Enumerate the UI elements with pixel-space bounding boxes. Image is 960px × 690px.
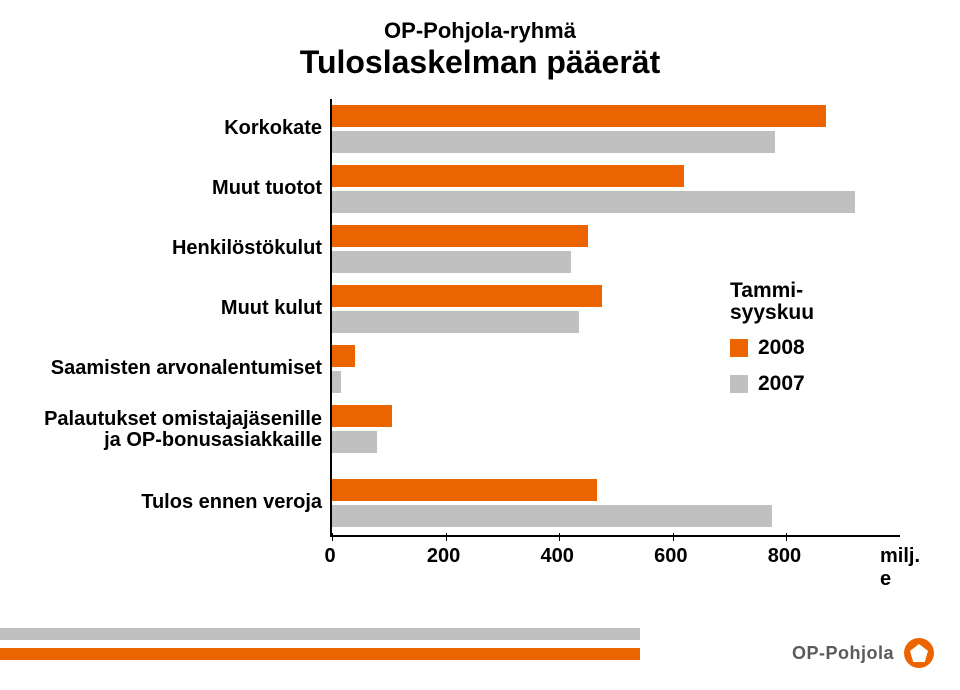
legend-item-label: 2007 [758,372,805,396]
footer-stripe-top [0,628,640,640]
bar-v2007 [332,311,579,333]
category-labels: Korkokate Muut tuotot Henkilöstökulut Muut … [30,99,330,569]
category-label: Muut kulut [30,297,322,319]
bar-v2008 [332,165,684,187]
x-tick [786,533,787,541]
category-label: Muut tuotot [30,177,322,199]
category-label: Korkokate [30,117,322,139]
bar-v2007 [332,131,775,153]
logo: OP-Pohjola [792,638,934,668]
legend-swatch [730,339,748,357]
bar-v2007 [332,371,341,393]
logo-icon [904,638,934,668]
main-title: Tuloslaskelman pääerät [0,44,960,81]
legend-item-label: 2008 [758,336,805,360]
x-tick-label: 0 [324,545,335,568]
bar-v2008 [332,405,392,427]
bar-v2007 [332,431,377,453]
legend-title: Tammi-syyskuu [730,280,814,324]
category-label: Saamisten arvonalentumiset [30,357,322,379]
x-tick-label: 600 [654,545,687,568]
footer-stripe-bottom [0,648,640,660]
x-tick-label: 200 [427,545,460,568]
legend: Tammi-syyskuu 2008 2007 [730,280,814,396]
bar-v2008 [332,479,597,501]
bar-v2008 [332,225,588,247]
legend-swatch [730,375,748,393]
plot-area [330,99,900,537]
title-area: OP-Pohjola-ryhmä Tuloslaskelman pääerät [0,0,960,81]
x-tick-label: 400 [541,545,574,568]
legend-item: 2008 [730,336,814,360]
logo-text: OP-Pohjola [792,643,894,664]
x-tick [446,533,447,541]
bar-v2008 [332,345,355,367]
category-label: Henkilöstökulut [30,237,322,259]
x-axis-unit: milj. e [880,545,930,591]
x-tick [559,533,560,541]
x-tick [673,533,674,541]
x-tick [332,533,333,541]
legend-items: 2008 2007 [730,336,814,396]
bar-v2007 [332,505,772,527]
category-label: Tulos ennen veroja [30,491,322,513]
x-tick-label: 800 [768,545,801,568]
bar-v2008 [332,105,826,127]
category-label: Palautukset omistajajäsenille ja OP-bonu… [30,409,322,451]
bar-v2008 [332,285,602,307]
bar-v2007 [332,251,571,273]
subtitle: OP-Pohjola-ryhmä [0,18,960,44]
legend-item: 2007 [730,372,814,396]
bar-v2007 [332,191,855,213]
